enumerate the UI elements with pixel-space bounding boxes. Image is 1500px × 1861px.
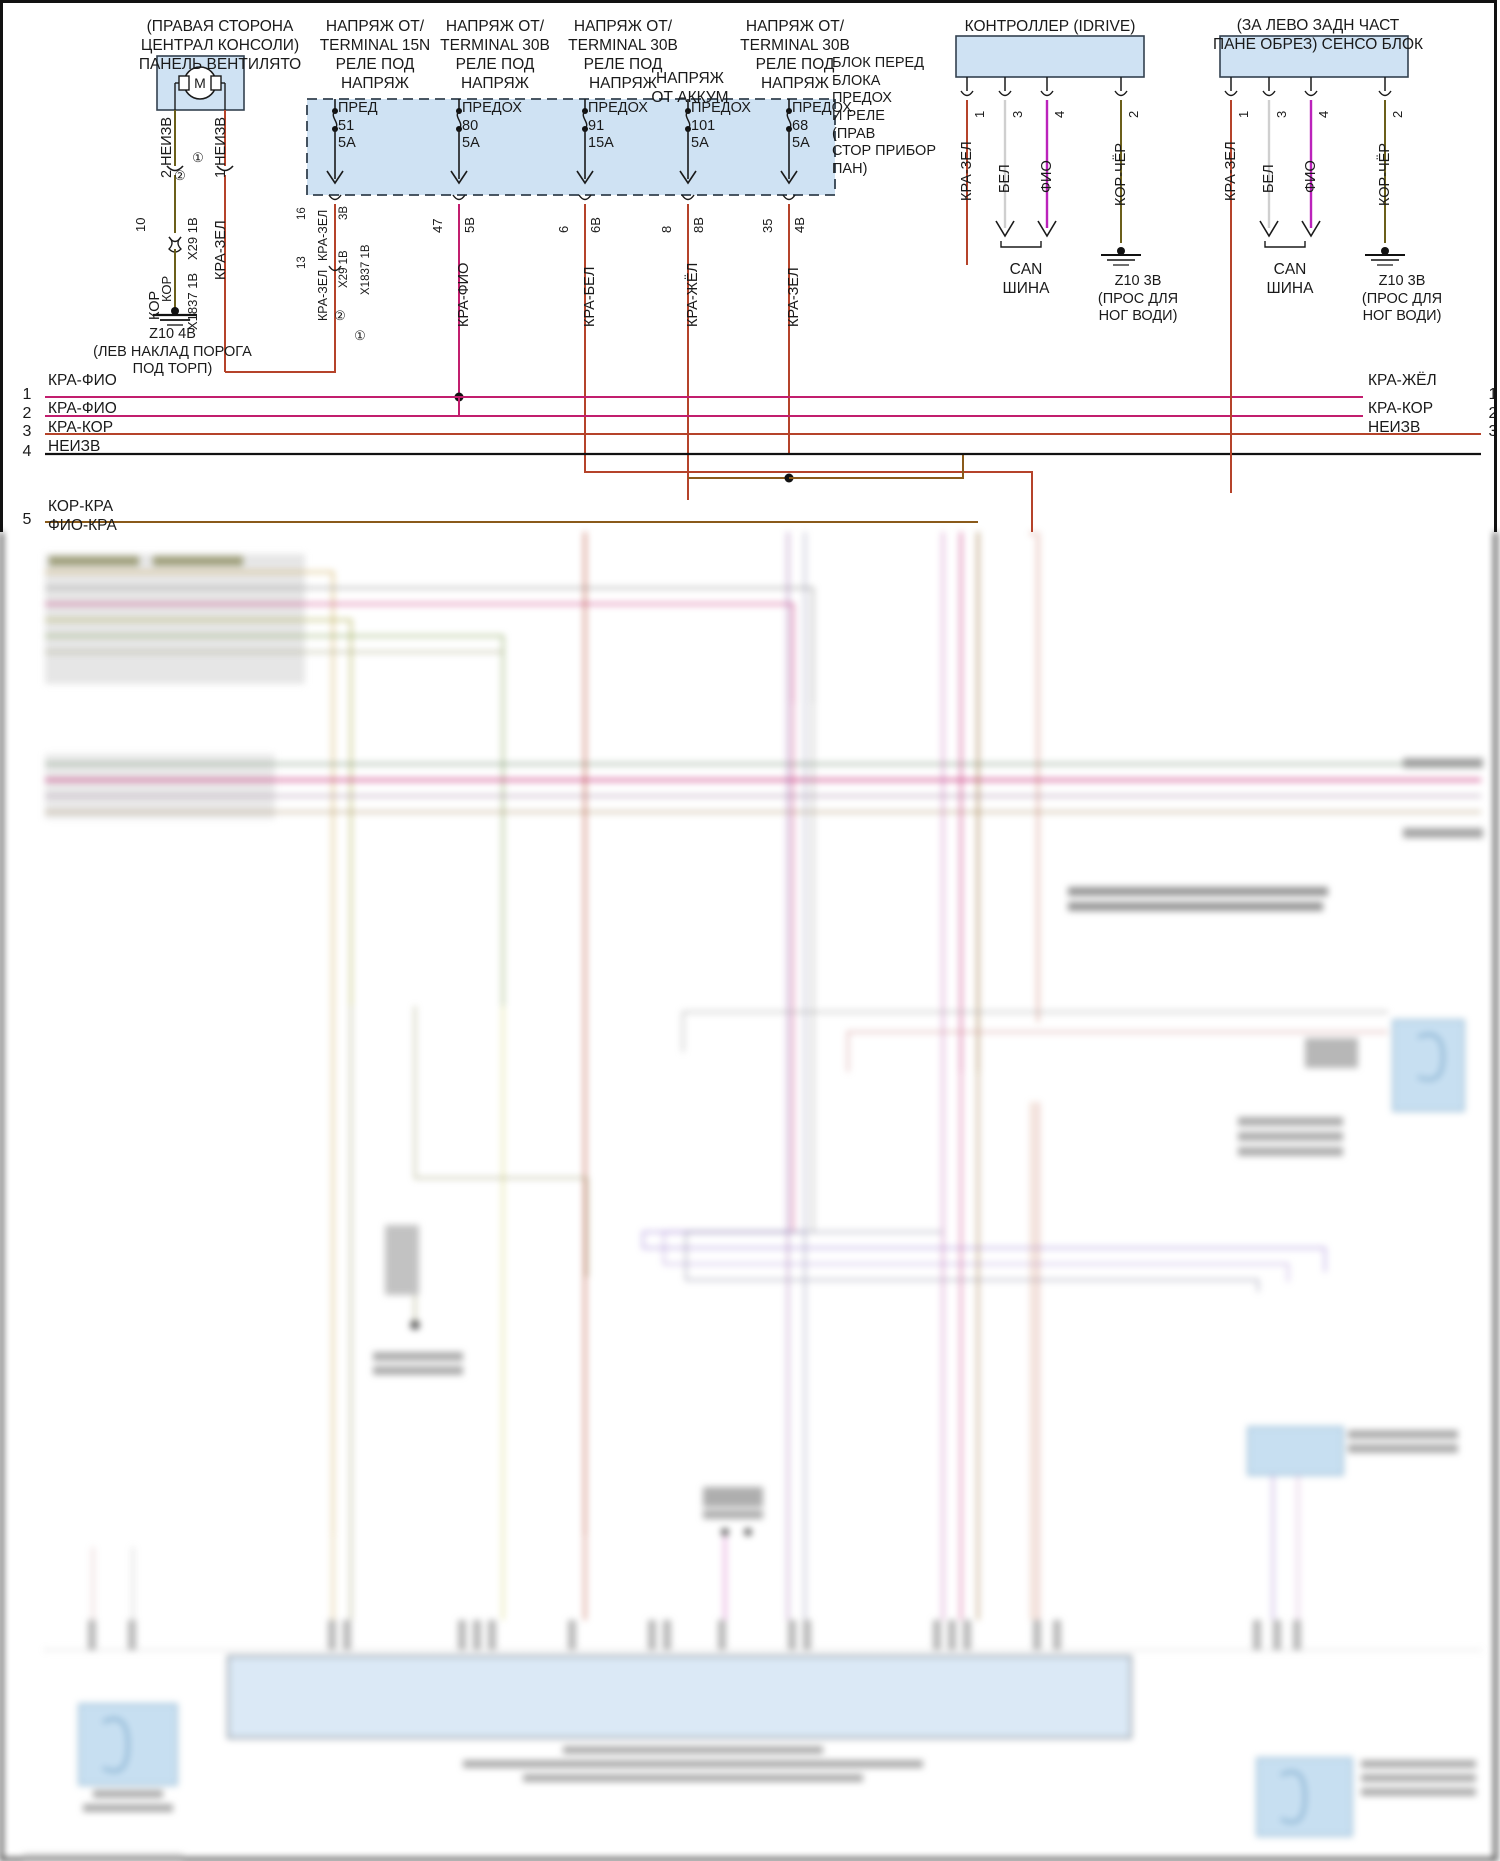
svg-text:M: M [194, 75, 206, 91]
